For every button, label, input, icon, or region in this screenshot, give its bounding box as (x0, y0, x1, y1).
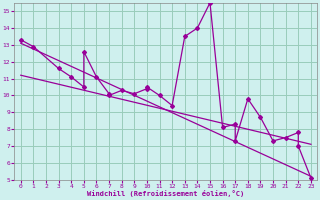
X-axis label: Windchill (Refroidissement éolien,°C): Windchill (Refroidissement éolien,°C) (87, 190, 244, 197)
